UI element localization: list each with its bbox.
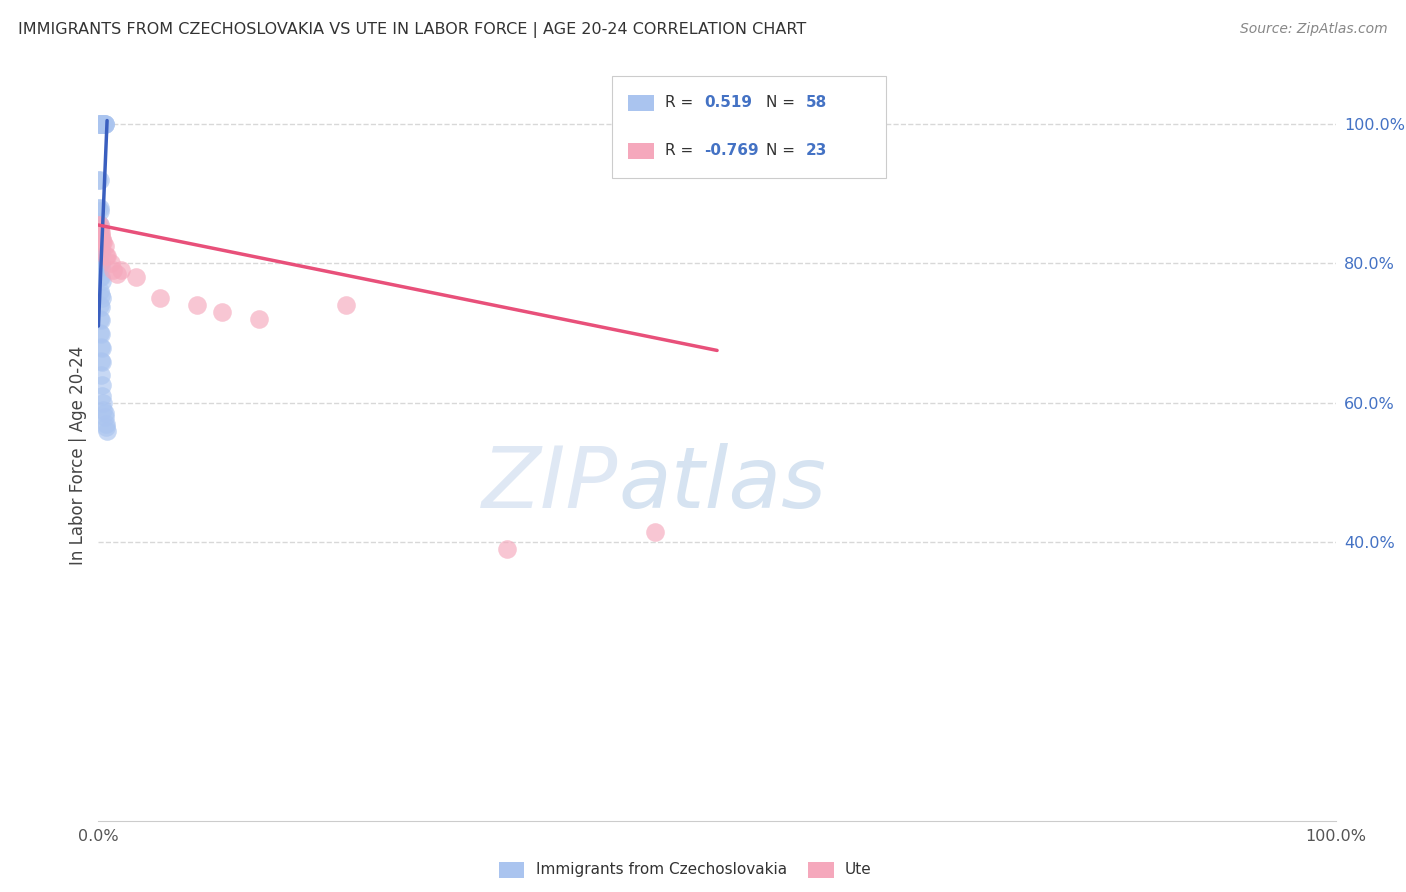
Point [89, 221, 111, 235]
Point [124, 270, 146, 285]
Point [89, 173, 111, 187]
Point [91, 117, 114, 131]
Point [87, 201, 110, 215]
Point [90, 313, 112, 327]
Point [89, 298, 111, 312]
Point [93, 235, 115, 250]
Point [89, 284, 111, 298]
Point [96, 424, 118, 438]
Point [93, 406, 115, 420]
Text: IMMIGRANTS FROM CZECHOSLOVAKIA VS UTE IN LABOR FORCE | AGE 20-24 CORRELATION CHA: IMMIGRANTS FROM CZECHOSLOVAKIA VS UTE IN… [18, 22, 807, 38]
Text: 58: 58 [806, 95, 827, 110]
Point [93, 117, 115, 131]
Point [89, 256, 111, 270]
Point [91, 235, 114, 250]
Point [93, 395, 115, 409]
Point [93, 117, 115, 131]
Point [87, 214, 110, 228]
Point [94, 417, 117, 431]
Point [89, 221, 111, 235]
Point [335, 298, 357, 312]
Y-axis label: In Labor Force | Age 20-24: In Labor Force | Age 20-24 [69, 345, 87, 565]
Point [91, 342, 114, 356]
Text: N =: N = [766, 95, 800, 110]
Point [90, 117, 112, 131]
Point [247, 312, 270, 326]
Point [186, 298, 208, 312]
Text: 0.519: 0.519 [704, 95, 752, 110]
Point [211, 305, 233, 319]
Point [89, 218, 111, 232]
Point [93, 117, 115, 131]
Point [93, 117, 115, 131]
Point [100, 256, 122, 270]
Point [93, 402, 115, 417]
Text: Ute: Ute [845, 863, 872, 877]
Point [87, 117, 110, 131]
Point [91, 117, 114, 131]
Point [90, 340, 112, 354]
Point [90, 117, 112, 131]
Point [90, 287, 112, 301]
Point [103, 263, 125, 277]
Point [90, 246, 112, 260]
Point [94, 420, 117, 434]
Point [90, 327, 112, 342]
Text: Source: ZipAtlas.com: Source: ZipAtlas.com [1240, 22, 1388, 37]
Point [89, 243, 111, 257]
Text: R =: R = [665, 95, 699, 110]
Point [91, 274, 114, 288]
Text: ZIP: ZIP [482, 442, 619, 525]
Point [90, 368, 112, 382]
Point [90, 232, 112, 246]
Point [495, 541, 517, 556]
Point [93, 117, 115, 131]
Point [110, 263, 132, 277]
Point [89, 270, 111, 285]
Point [93, 239, 115, 253]
Point [90, 225, 112, 239]
Point [89, 228, 111, 243]
Point [87, 218, 110, 232]
Text: R =: R = [665, 144, 699, 158]
Point [90, 300, 112, 314]
Point [90, 270, 112, 285]
Point [91, 232, 114, 246]
Point [91, 378, 114, 392]
Point [93, 117, 115, 131]
Point [96, 249, 118, 263]
Point [149, 291, 172, 305]
Text: 23: 23 [806, 144, 827, 158]
Point [90, 228, 112, 243]
Point [89, 204, 111, 219]
Point [91, 291, 114, 305]
Point [89, 117, 111, 131]
Point [105, 267, 128, 281]
Point [91, 389, 114, 403]
Text: atlas: atlas [619, 442, 827, 525]
Point [90, 256, 112, 270]
Point [91, 117, 114, 131]
Point [89, 326, 111, 340]
Text: N =: N = [766, 144, 800, 158]
Point [91, 355, 114, 369]
Point [89, 201, 111, 215]
Text: Immigrants from Czechoslovakia: Immigrants from Czechoslovakia [536, 863, 787, 877]
Point [89, 117, 111, 131]
Point [93, 117, 115, 131]
Point [90, 243, 112, 257]
Point [94, 249, 117, 263]
Point [644, 524, 666, 539]
Point [93, 409, 115, 424]
Point [89, 218, 111, 232]
Point [90, 354, 112, 368]
Point [89, 312, 111, 326]
Point [90, 260, 112, 274]
Point [87, 173, 110, 187]
Text: -0.769: -0.769 [704, 144, 759, 158]
Point [89, 232, 111, 246]
